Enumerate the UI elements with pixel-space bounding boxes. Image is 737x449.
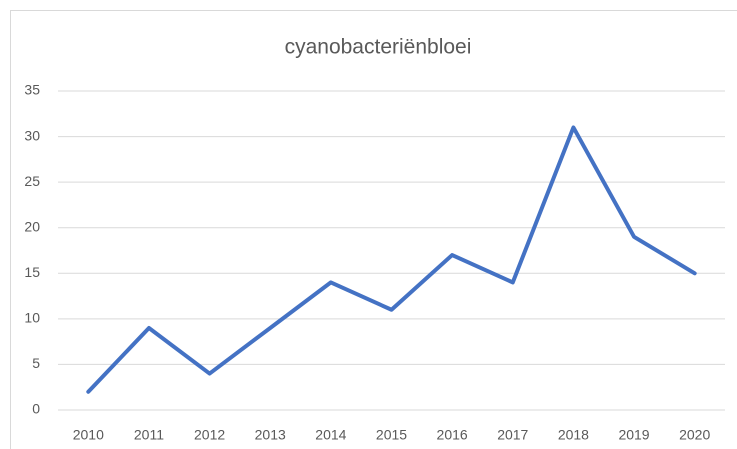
data-line — [86, 125, 697, 394]
chart-title: cyanobacteriënbloei — [285, 36, 472, 59]
x-tick-label: 2017 — [497, 427, 528, 443]
chart-border — [10, 10, 737, 449]
y-tick-label: 20 — [24, 218, 40, 234]
y-tick-label: 30 — [24, 127, 40, 143]
x-tick-label: 2012 — [194, 427, 225, 443]
x-tick-label: 2013 — [255, 427, 286, 443]
y-tick-label: 10 — [24, 310, 40, 326]
x-tick-label: 2020 — [679, 427, 710, 443]
y-tick-label: 15 — [24, 264, 40, 280]
x-tick-label: 2016 — [437, 427, 468, 443]
x-tick-label: 2018 — [558, 427, 589, 443]
y-tick-label: 25 — [24, 173, 40, 189]
x-tick-label: 2010 — [73, 427, 104, 443]
y-tick-label: 0 — [32, 401, 40, 417]
x-tick-label: 2014 — [315, 427, 346, 443]
x-tick-label: 2019 — [618, 427, 649, 443]
x-tick-label: 2015 — [376, 427, 407, 443]
x-tick-label: 2011 — [134, 427, 164, 443]
y-tick-label: 35 — [24, 82, 40, 98]
y-tick-label: 5 — [32, 355, 40, 371]
